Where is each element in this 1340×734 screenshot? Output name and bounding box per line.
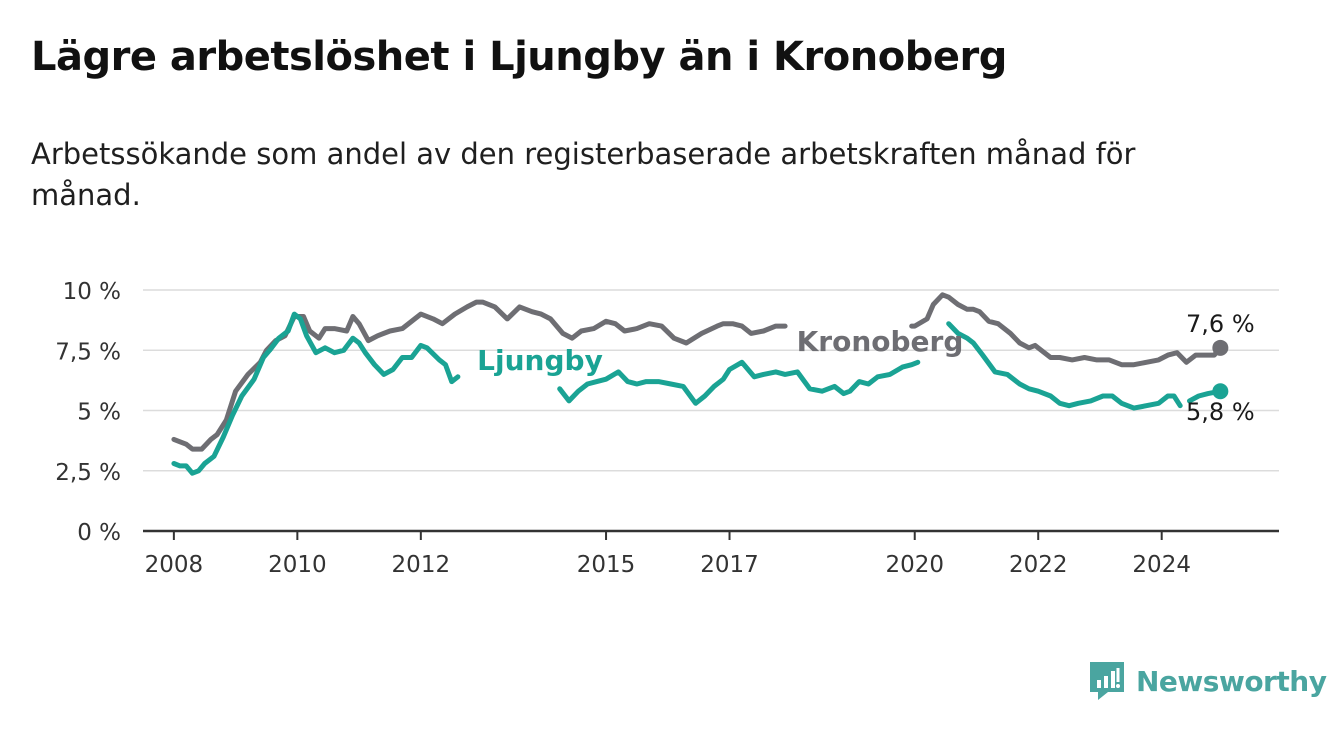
series-line-ljungby <box>171 311 1223 476</box>
series-line-kronoberg <box>171 292 1223 452</box>
brand-name: Newsworthy <box>1136 664 1327 698</box>
x-tick-label: 2024 <box>1132 552 1191 578</box>
series-endpoint-ljungby <box>1212 383 1229 400</box>
y-tick-label: 5 % <box>77 400 121 426</box>
series-label-ljungby: Ljungby <box>477 344 603 377</box>
x-tick-label: 2020 <box>885 552 944 578</box>
y-tick-label: 0 % <box>77 520 121 546</box>
series-lines <box>171 292 1229 476</box>
gridlines <box>143 289 1279 472</box>
x-tick-label: 2022 <box>1009 552 1068 578</box>
y-tick-label: 7,5 % <box>55 339 121 365</box>
chart-title: Lägre arbetslöshet i Ljungby än i Kronob… <box>31 34 1007 80</box>
end-value-label-ljungby: 5,8 % <box>1186 398 1255 426</box>
chart-subtitle: Arbetssökande som andel av den registerb… <box>31 137 1136 212</box>
brand-logo[interactable]: Newsworthy <box>1088 660 1327 702</box>
x-tick-label: 2012 <box>392 552 451 578</box>
series-label-kronoberg: Kronoberg <box>797 325 964 358</box>
x-tick-label: 2008 <box>145 552 204 578</box>
x-tick-label: 2010 <box>268 552 327 578</box>
newsworthy-logo-icon <box>1090 662 1124 700</box>
y-axis-ticks: 0 % 2,5 % 5 % 7,5 % 10 % <box>55 279 121 546</box>
series-labels: Kronoberg Ljungby 7,6 % 5,8 % <box>477 310 1254 426</box>
series-endpoint-kronoberg <box>1212 339 1229 356</box>
x-axis: 2008 2010 2012 2015 2017 2020 2022 2024 <box>143 529 1279 578</box>
x-tick-label: 2017 <box>700 552 759 578</box>
x-tick-label: 2015 <box>577 552 636 578</box>
y-tick-label: 2,5 % <box>55 460 121 486</box>
end-value-label-kronoberg: 7,6 % <box>1186 310 1255 338</box>
y-tick-label: 10 % <box>63 279 121 305</box>
